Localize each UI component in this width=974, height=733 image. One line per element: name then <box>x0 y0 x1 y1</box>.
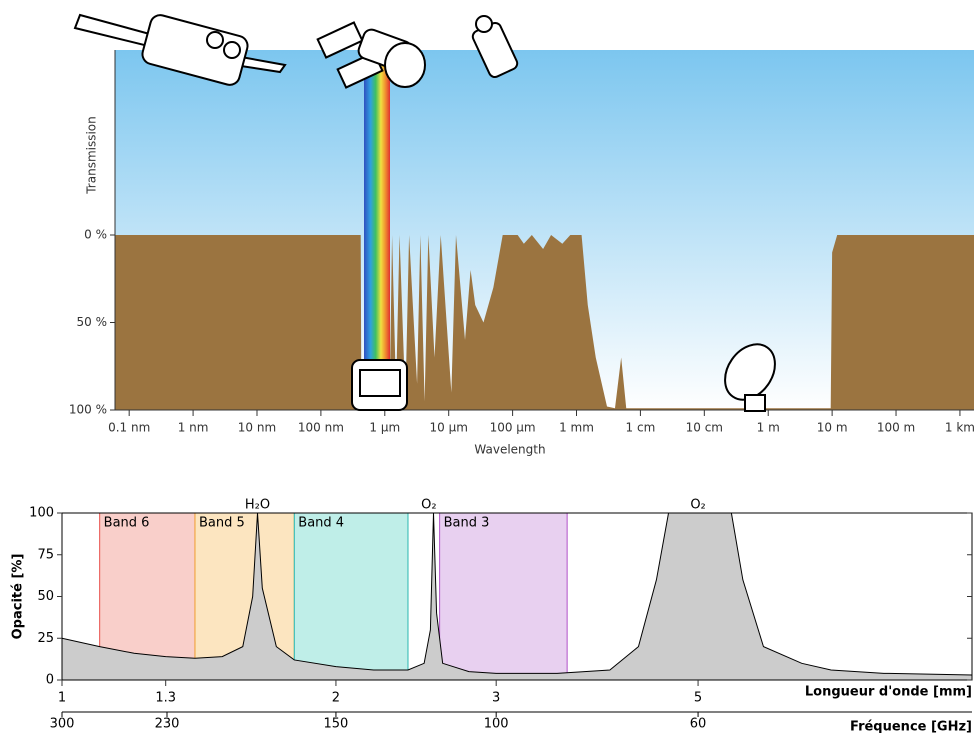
y-tick-label: 75 <box>37 547 54 562</box>
illustrations <box>73 13 776 412</box>
annotation: H₂O <box>245 498 270 513</box>
y-tick-label: 50 % <box>77 315 108 329</box>
radio-dish <box>724 343 776 412</box>
y-tick-label: 100 <box>29 506 54 521</box>
x-tick-label: 1 km <box>945 421 974 435</box>
satellite <box>73 13 287 86</box>
y-axis-label: Transmission <box>85 116 99 195</box>
x-tick-label: 3 <box>492 691 500 706</box>
x-tick-label: 0.1 nm <box>108 421 150 435</box>
y-tick-label: 0 % <box>84 228 107 242</box>
space-telescope <box>316 21 426 89</box>
y-axis-label: Opacité [%] <box>11 554 26 640</box>
x-tick-label: 1.3 <box>155 691 176 706</box>
x-tick-label: 10 cm <box>686 421 723 435</box>
x-tick-label: 5 <box>694 691 702 706</box>
band <box>293 512 409 681</box>
x2-tick-label: 150 <box>324 717 349 732</box>
annotation: O₂ <box>690 498 705 513</box>
x-tick-label: 1 cm <box>626 421 656 435</box>
x-tick-label: 1 nm <box>178 421 209 435</box>
x-tick-label: 10 nm <box>238 421 276 435</box>
x2-tick-label: 300 <box>50 717 75 732</box>
y-tick-label: 25 <box>37 631 54 646</box>
ground-telescope <box>351 359 408 411</box>
x2-axis-label: Fréquence [GHz] <box>850 720 972 733</box>
x-tick-label: 2 <box>332 691 340 706</box>
x-tick-label: 1 <box>58 691 66 706</box>
x2-tick-label: 100 <box>484 717 509 732</box>
x-tick-label: 100 nm <box>298 421 344 435</box>
band-label: Band 3 <box>444 516 490 531</box>
x-axis-label: Wavelength <box>474 443 545 457</box>
x-tick-label: 1 m <box>757 421 780 435</box>
opacity-area <box>115 235 974 410</box>
y-tick-label: 0 <box>46 673 54 688</box>
x-tick-label: 1 mm <box>559 421 594 435</box>
x-tick-label: 10 m <box>817 421 848 435</box>
band <box>439 512 568 681</box>
x-axis-label: Longueur d'onde [mm] <box>805 685 972 700</box>
x-tick-label: 100 m <box>877 421 915 435</box>
x-tick-label: 100 µm <box>490 421 536 435</box>
annotation: O₂ <box>421 498 436 513</box>
y-tick-label: 50 <box>37 589 54 604</box>
band-label: Band 4 <box>298 516 344 531</box>
x-tick-label: 10 µm <box>429 421 467 435</box>
band-label: Band 5 <box>199 516 245 531</box>
y-tick-label: 100 % <box>69 403 107 417</box>
top-chart: 0 % 50 % 100 %0.1 nm 1 nm 10 nm 100 nm 1 µm 10 … <box>69 50 974 457</box>
x2-tick-label: 60 <box>690 717 707 732</box>
rainbow <box>364 60 390 360</box>
probe <box>471 15 519 79</box>
x-tick-label: 1 µm <box>369 421 400 435</box>
band-label: Band 6 <box>104 516 150 531</box>
x2-tick-label: 230 <box>155 717 180 732</box>
